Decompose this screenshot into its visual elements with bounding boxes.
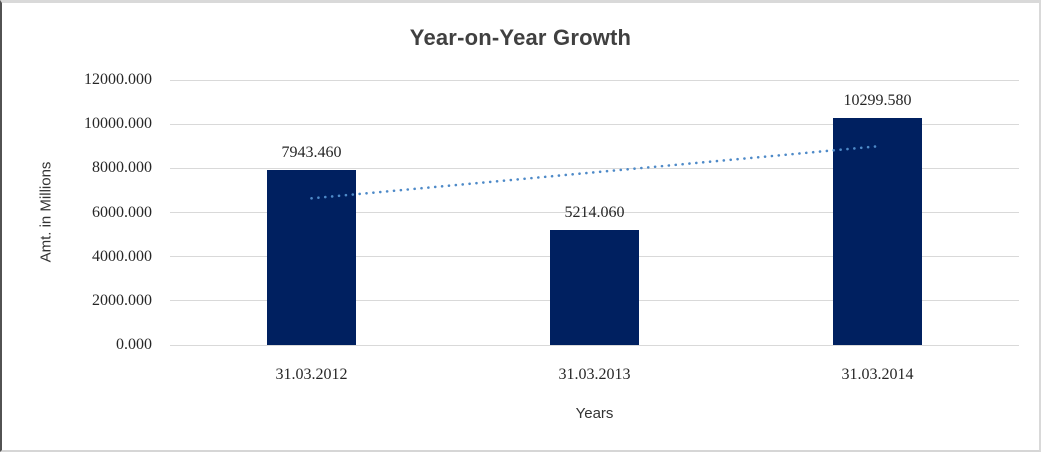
y-tick-label: 2000.000 (92, 291, 152, 309)
trendline (310, 145, 879, 200)
bar-31.03.2013 (550, 229, 639, 345)
y-tick-label: 12000.000 (84, 71, 152, 88)
y-tick-label: 6000.000 (92, 203, 152, 221)
gridline (170, 344, 1019, 346)
gridline (170, 212, 1019, 213)
gridline (170, 79, 1019, 81)
x-tick-label: 31.03.2013 (558, 366, 631, 383)
y-tick-label: 4000.000 (92, 247, 152, 265)
y-tick-label: 0.000 (116, 336, 152, 353)
y-axis-tick-labels: 0.000 2000.000 4000.000 6000.000 8000.000 100… (2, 71, 152, 353)
plot-area: 7943.460 5214.060 10299.580 (170, 79, 1019, 346)
chart-title: Year-on-Year Growth (409, 25, 632, 50)
x-axis-title: Years (575, 405, 614, 422)
x-axis-tick-labels: 31.03.2012 31.03.2013 31.03.2014 (170, 366, 1019, 388)
x-tick-label: 31.03.2012 (275, 366, 348, 383)
bar-data-label: 5214.060 (564, 203, 625, 221)
bar-31.03.2014 (833, 117, 922, 345)
gridline (170, 123, 1019, 125)
bar-data-label: 10299.580 (843, 91, 912, 109)
y-tick-label: 8000.000 (92, 159, 152, 177)
gridline (170, 167, 1019, 169)
y-tick-label: 10000.000 (84, 115, 152, 133)
bar-data-label: 7943.460 (281, 143, 342, 161)
x-tick-label: 31.03.2014 (841, 366, 914, 383)
